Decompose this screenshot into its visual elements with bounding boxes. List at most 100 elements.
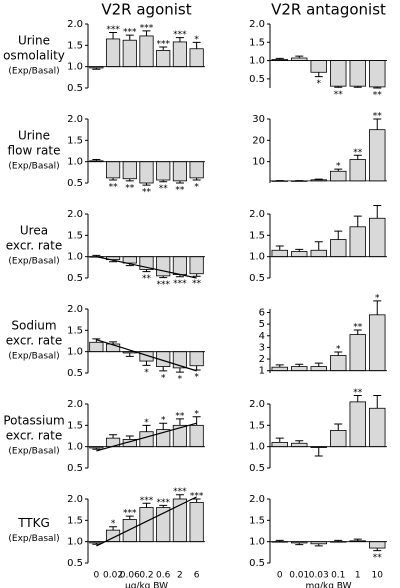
bar <box>369 314 386 372</box>
bar <box>330 60 347 87</box>
y-tick-label: 1.5 <box>67 230 83 241</box>
significance-label: ** <box>373 112 383 122</box>
x-tick-label: 0.06 <box>120 571 140 581</box>
row-label: (Exp/Basal) <box>8 534 59 544</box>
bar <box>271 441 288 448</box>
x-tick-label: 0.2 <box>139 571 153 581</box>
error-bar <box>275 57 284 60</box>
row-label: excr. rate <box>6 239 63 253</box>
y-tick-label: 2.0 <box>67 209 83 220</box>
x-tick-label: 0.1 <box>331 571 345 581</box>
bar <box>189 256 204 275</box>
y-tick-label: 1.5 <box>249 515 265 526</box>
error-bar <box>125 435 134 440</box>
error-bar <box>142 502 151 508</box>
significance-label: * <box>336 162 341 172</box>
significance-label: ** <box>142 274 152 284</box>
significance-label: *** <box>173 30 187 40</box>
y-tick-label: 2.0 <box>67 114 83 125</box>
significance-label: ** <box>175 411 185 421</box>
y-tick-label: 0.5 <box>67 273 83 284</box>
trend-line <box>96 339 197 372</box>
error-bar <box>314 72 323 78</box>
row-label: Sodium <box>11 319 56 333</box>
bar <box>369 60 386 88</box>
row-label: osmolality <box>3 49 65 63</box>
y-tick-label: 2.0 <box>249 209 265 220</box>
bar <box>189 161 204 179</box>
bar <box>369 407 386 448</box>
x-tick-label: 0.01 <box>289 571 309 581</box>
significance-label: * <box>194 183 199 193</box>
bar <box>369 129 386 182</box>
error-bar <box>373 204 382 219</box>
y-tick-label: 0.5 <box>67 463 83 474</box>
bar <box>189 351 204 367</box>
bar <box>139 431 154 448</box>
significance-label: ** <box>109 183 119 193</box>
error-bar <box>353 154 362 160</box>
y-tick-label: 1.0 <box>67 252 83 263</box>
y-tick-label: 2.0 <box>249 399 265 410</box>
y-tick-label: 1.0 <box>67 347 83 358</box>
y-tick-label: 1.5 <box>67 420 83 431</box>
bar <box>271 249 288 258</box>
bar <box>139 161 154 184</box>
trend-line <box>96 496 197 547</box>
error-bar <box>125 515 134 520</box>
significance-label: ** <box>353 148 363 158</box>
bar <box>349 226 366 258</box>
error-bar <box>192 177 201 181</box>
bar <box>156 50 171 68</box>
y-tick-label: 0.5 <box>249 463 265 474</box>
error-bar <box>192 41 201 49</box>
y-tick-label: 1.5 <box>67 325 83 336</box>
y-tick-label: 1.0 <box>249 537 265 548</box>
significance-label: * <box>111 519 116 529</box>
y-tick-label: 1.0 <box>67 157 83 168</box>
error-bar <box>275 437 284 443</box>
column-title: V2R antagonist <box>271 1 386 19</box>
bar <box>310 366 327 372</box>
error-bar <box>92 67 101 70</box>
y-tick-label: 2.0 <box>67 304 83 315</box>
error-bar <box>142 361 151 366</box>
y-tick-label: 0.5 <box>249 74 265 85</box>
error-bar <box>373 118 382 130</box>
x-tick-label: 0 <box>93 571 99 581</box>
bar <box>330 430 347 448</box>
error-bar <box>109 177 118 181</box>
significance-label: * <box>336 345 341 355</box>
y-tick-label: 6 <box>259 307 265 318</box>
significance-label: * <box>144 368 149 378</box>
error-bar <box>373 86 382 89</box>
error-bar <box>275 364 284 368</box>
bar <box>330 355 347 372</box>
error-bar <box>109 526 118 531</box>
y-tick-label: 1.0 <box>67 442 83 453</box>
bar <box>139 35 154 68</box>
y-tick-label: 4 <box>259 331 265 342</box>
x-tick-label: 6 <box>194 571 200 581</box>
x-tick-label: 0.6 <box>156 571 171 581</box>
bar <box>105 161 121 179</box>
row-label: (Exp/Basal) <box>8 352 59 362</box>
column-title: V2R agonist <box>101 1 191 19</box>
error-bar <box>192 498 201 503</box>
bar <box>189 502 204 543</box>
row-label: (Exp/Basal) <box>8 257 59 267</box>
error-bar <box>334 351 343 356</box>
significance-label: *** <box>173 279 187 289</box>
y-tick-label: 1.5 <box>67 135 83 146</box>
y-tick-label: 1.0 <box>67 537 83 548</box>
error-bar <box>295 440 304 444</box>
bar <box>122 519 137 543</box>
y-tick-label: 2.0 <box>67 19 83 30</box>
y-tick-label: 2 <box>259 354 265 365</box>
error-bar <box>125 178 134 182</box>
y-tick-label: 1.5 <box>249 230 265 241</box>
y-tick-label: 1.0 <box>249 252 265 263</box>
y-tick-label: 0.5 <box>67 178 83 189</box>
bar <box>349 159 366 182</box>
